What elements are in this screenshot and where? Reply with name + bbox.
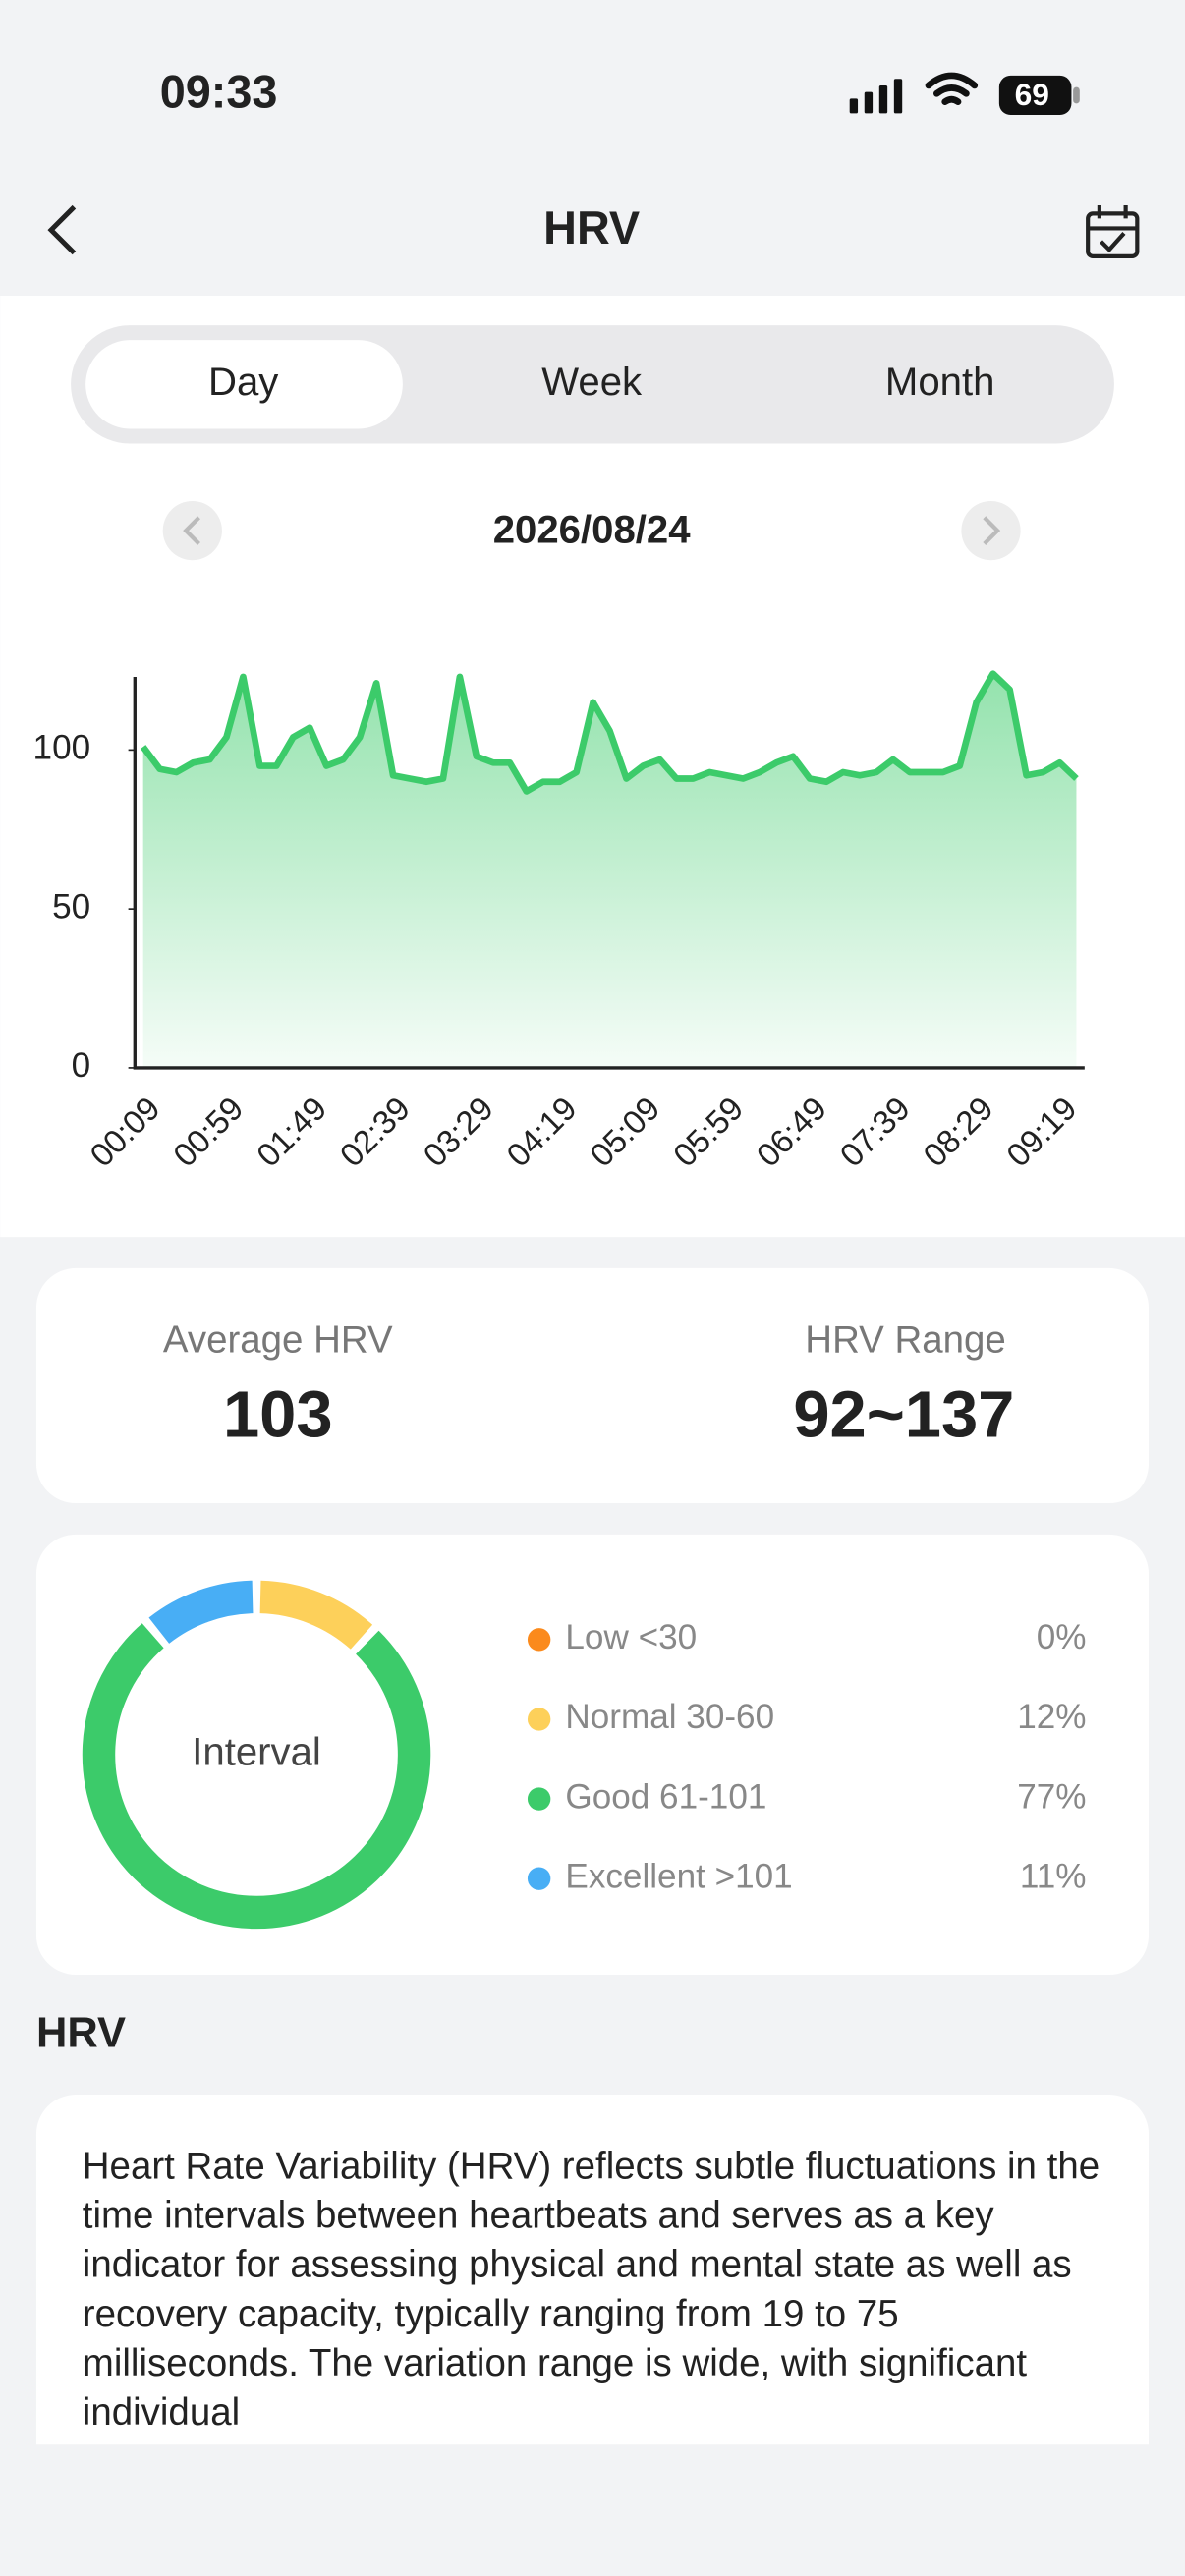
next-arrow — [983, 516, 1001, 545]
y-tick-label: 100 — [33, 729, 91, 767]
legend-dot — [527, 1708, 551, 1731]
battery-tip — [1073, 86, 1080, 104]
top-bg — [0, 0, 1185, 296]
clock: 09:33 — [160, 66, 278, 117]
signal-icon — [849, 79, 903, 114]
donut-chart: Interval Low <30 0% Normal 30-60 12% Good 61-… — [82, 1580, 1087, 1930]
donut-segment — [148, 1580, 254, 1645]
tab-selected — [85, 340, 403, 429]
wifi-icon — [925, 72, 979, 106]
donut-segment — [259, 1580, 373, 1650]
description-card — [35, 2095, 1150, 2522]
tab[interactable]: Month — [885, 360, 995, 404]
stats-card — [35, 1267, 1150, 1504]
donut-segment — [82, 1623, 431, 1930]
legend-value: 77% — [1017, 1777, 1086, 1816]
section-title: HRV — [36, 2009, 126, 2056]
legend-label: Low <30 — [565, 1618, 697, 1656]
legend-label: Good 61-101 — [565, 1777, 766, 1816]
y-tick-label: 50 — [52, 887, 90, 925]
stat-label: HRV Range — [805, 1318, 1006, 1361]
legend-dot — [527, 1787, 551, 1811]
back-button[interactable] — [47, 204, 77, 255]
stat-label: Average HRV — [163, 1318, 393, 1361]
date: 2026/08/24 — [493, 507, 692, 551]
legend-value: 11% — [1020, 1857, 1087, 1895]
legend-label: Excellent >101 — [565, 1857, 792, 1895]
bottom-bg — [0, 2444, 1185, 2576]
description: Heart Rate Variability (HRV) reflects su… — [82, 2144, 1100, 2434]
axis — [133, 676, 1085, 1070]
legend-label: Normal 30-60 — [565, 1698, 774, 1736]
legend-dot — [527, 1628, 551, 1652]
y-tick-label: 0 — [72, 1046, 91, 1085]
battery-level: 69 — [1015, 77, 1049, 112]
stat-value: 103 — [223, 1377, 333, 1451]
battery-icon — [998, 75, 1072, 116]
prev-arrow — [183, 516, 200, 545]
prev-day[interactable] — [162, 501, 222, 561]
legend-value: 0% — [1037, 1618, 1087, 1656]
interval-card — [35, 1534, 1150, 1975]
calendar-button[interactable] — [1086, 205, 1140, 258]
header-title: HRV — [543, 202, 640, 253]
legend-value: 12% — [1017, 1698, 1086, 1736]
description-box: Heart Rate Variability (HRV) reflects su… — [82, 2144, 1100, 2434]
donut-center-label: Interval — [192, 1729, 321, 1773]
legend-dot — [527, 1867, 551, 1890]
stat-value: 92~137 — [793, 1377, 1014, 1451]
tab[interactable]: Week — [541, 360, 643, 404]
line — [140, 670, 1079, 795]
next-day[interactable] — [961, 501, 1021, 561]
tab[interactable]: Day — [208, 360, 278, 404]
